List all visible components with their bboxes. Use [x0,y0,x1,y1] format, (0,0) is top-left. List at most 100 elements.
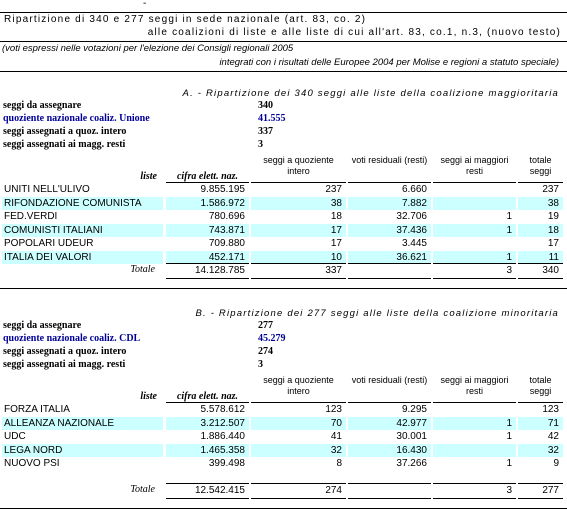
cell-value: 3.212.507 [200,417,246,429]
header-rule [433,182,516,183]
cell-value: 10 [330,251,342,263]
info-label: seggi da assegnare [3,320,82,331]
cell-value: 9.295 [401,404,427,415]
total-rule [433,278,516,279]
title-line: Ripartizione di 340 e 277 seggi in sede … [4,14,367,25]
note: integrati con i risultati delle Europee … [219,57,559,68]
row-bg [2,223,163,237]
cell-value: 37.436 [396,224,427,236]
row-bg [348,196,431,210]
header-rule [348,402,431,403]
mark: - [143,0,147,9]
cell-value: 1 [506,458,512,469]
cell-value: 41 [330,431,342,442]
total-value: 274 [325,485,342,496]
total-rule [348,278,431,279]
cell-value: 1 [506,224,512,236]
column-header: seggi ai maggiori resti [440,155,509,176]
info-value: 41.555 [258,113,286,124]
cell-value: 452.171 [208,251,245,263]
cell-value: 37.266 [396,458,427,469]
info-label: seggi assegnati ai magg. resti [3,139,126,150]
cell-value: 7.882 [401,197,427,209]
cell-value: 237 [325,184,342,195]
total-value: 3 [506,265,512,276]
list-name: POPOLARI UDEUR [4,238,94,249]
row-bg [348,443,431,457]
row-bg [433,443,516,457]
total-label: Totale [130,484,155,495]
header-rule [518,182,563,183]
cell-value: 17 [547,238,559,249]
row-bg [348,223,431,237]
list-name: UNITI NELL'ULIVO [4,184,90,195]
list-name: LEGA NORD [4,444,63,456]
header-rule [433,402,516,403]
total-value: 277 [542,485,559,496]
total-rule [518,483,563,484]
section-rule [0,508,567,509]
list-name: RIFONDAZIONE COMUNISTA [4,197,142,209]
cell-value: 38 [547,197,559,209]
column-header: totale seggi [529,375,552,396]
row-bg [166,250,249,264]
list-name: FED.VERDI [4,211,58,222]
cell-value: 32.706 [396,211,427,222]
cell-value: 5.578.612 [200,404,246,415]
cell-value: 17 [330,238,342,249]
row-bg [251,223,346,237]
cell-value: 1 [506,211,512,222]
column-header: cifra elett. naz. [176,171,239,182]
cell-value: 9.855.195 [200,184,246,195]
section-title: A. - Ripartizione dei 340 seggi alle lis… [182,88,559,99]
total-value: 337 [325,265,342,276]
row-bg [166,443,249,457]
cell-value: 18 [330,211,342,222]
section-rule [0,288,567,289]
cell-value: 19 [547,211,559,222]
row-bg [348,250,431,264]
cell-value: 780.696 [208,211,245,222]
cell-value: 8 [336,458,342,469]
row-bg [518,443,563,457]
row-bg [518,250,563,264]
row-bg [433,196,516,210]
list-name: COMUNISTI ITALIANI [4,224,103,236]
column-header: cifra elett. naz. [176,391,239,402]
info-label: quoziente nazionale coaliz. CDL [3,333,141,344]
cell-value: 1 [506,251,512,263]
cell-value: 71 [547,417,559,429]
cell-value: 743.871 [208,224,245,236]
column-header: liste [140,391,157,402]
total-rule [166,263,249,264]
total-value: 12.542.415 [194,485,245,496]
row-bg [251,196,346,210]
list-name: ALLEANZA NAZIONALE [4,417,115,429]
total-rule [166,278,249,279]
cell-value: 123 [325,404,342,415]
info-label: quoziente nazionale coaliz. Unione [3,113,150,124]
total-rule [348,263,431,264]
row-bg [348,416,431,430]
info-label: seggi assegnati a quoz. intero [3,126,127,137]
row-bg [433,250,516,264]
row-bg [251,416,346,430]
list-name: FORZA ITALIA [4,404,70,415]
row-bg [433,223,516,237]
section-title: B. - Ripartizione dei 277 seggi alle lis… [195,308,559,319]
cell-value: 11 [548,251,559,263]
cell-value: 17 [330,224,342,236]
info-value: 45.279 [258,333,286,344]
header-rule [518,402,563,403]
total-label: Totale [130,264,155,275]
header-rule [348,182,431,183]
cell-value: 32 [547,444,559,456]
row-bg [433,416,516,430]
rule [0,41,567,42]
cell-value: 3.445 [401,238,427,249]
total-rule [433,498,516,499]
info-value: 277 [258,320,273,331]
list-name: NUOVO PSI [4,458,60,469]
list-name: ITALIA DEI VALORI [4,251,92,263]
